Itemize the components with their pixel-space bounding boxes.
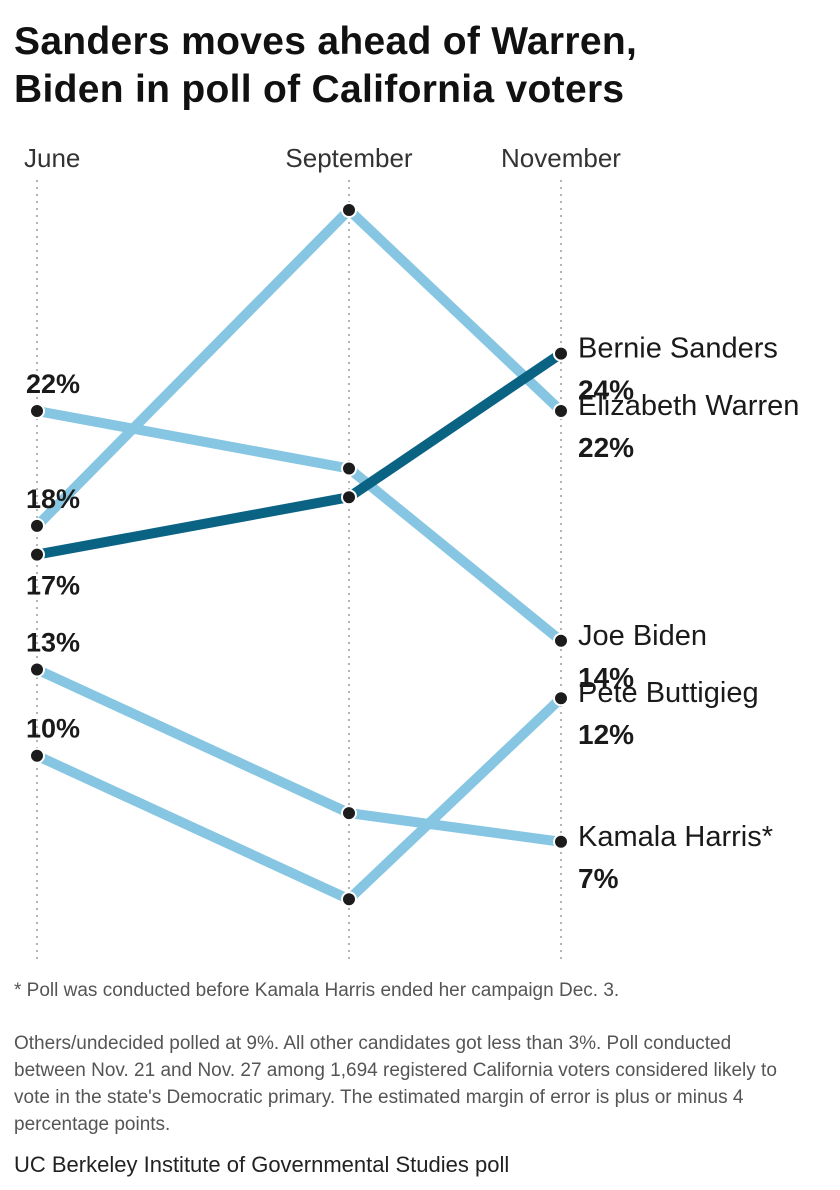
end-value-label-joe-biden: 14% [578,662,634,693]
data-point-bernie-sanders-september [341,489,357,506]
chart-title: Sanders moves ahead of Warren, Biden in … [14,18,814,114]
data-point-pete-buttigieg-november [553,690,569,707]
data-point-joe-biden-november [553,632,569,649]
start-value-label-pete-buttigieg: 10% [26,714,80,744]
chart-footnote: * Poll was conducted before Kamala Harri… [14,980,620,1001]
end-value-label-bernie-sanders: 24% [578,375,634,406]
start-value-label-joe-biden: 22% [26,369,80,399]
chart-title-line-1: Sanders moves ahead of Warren, [14,20,638,63]
data-point-joe-biden-september [341,460,357,477]
series-line-pete-buttigieg [34,694,565,905]
start-value-label-kamala-harris: 13% [26,628,80,658]
x-tick-label-june: June [24,143,80,173]
series-line-bernie-sanders [36,349,564,560]
end-name-label-elizabeth-warren: Elizabeth Warren [578,390,799,422]
data-point-kamala-harris-november [553,833,569,850]
end-name-label-kamala-harris: Kamala Harris* [578,821,773,853]
methodology-note: Others/undecided polled at 9%. All other… [14,1033,777,1135]
data-point-pete-buttigieg-june [29,747,45,764]
x-tick-label-september: September [285,143,413,173]
end-value-label-pete-buttigieg: 12% [578,719,634,750]
end-value-label-kamala-harris: 7% [578,863,619,894]
end-name-label-pete-buttigieg: Pete Buttigieg [578,677,759,709]
data-point-kamala-harris-september [341,805,357,822]
data-point-elizabeth-warren-june [29,517,45,534]
start-value-label-elizabeth-warren: 18% [26,484,80,514]
data-point-bernie-sanders-november [553,345,569,362]
data-point-elizabeth-warren-november [553,403,569,419]
series-line-elizabeth-warren [33,205,565,530]
chart-title-line-2: Biden in poll of California voters [14,68,625,111]
data-point-elizabeth-warren-september [341,202,357,218]
end-name-label-bernie-sanders: Bernie Sanders [578,333,778,365]
data-point-bernie-sanders-june [29,546,45,563]
series-line-kamala-harris [34,664,562,847]
data-point-pete-buttigieg-september [341,891,357,908]
end-name-label-joe-biden: Joe Biden [578,620,707,652]
data-point-joe-biden-june [29,403,45,419]
x-tick-label-november: November [501,143,621,173]
source-credit: UC Berkeley Institute of Governmental St… [14,1152,510,1177]
data-point-kamala-harris-june [29,661,45,678]
start-value-label-bernie-sanders: 17% [26,571,80,601]
slope-chart: June September November 17% 18% 22% 10% 13% Bern… [24,143,799,960]
end-value-label-elizabeth-warren: 22% [578,432,634,463]
